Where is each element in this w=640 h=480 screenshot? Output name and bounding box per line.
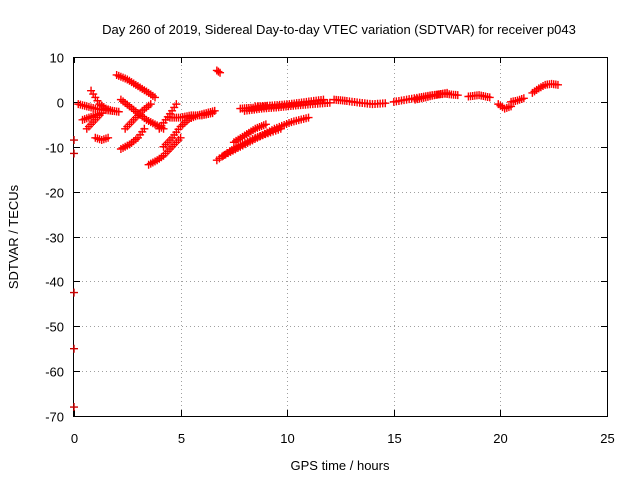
y-tick-label: -40 xyxy=(45,275,64,290)
series-arc-s xyxy=(251,95,328,111)
data-point-marker xyxy=(140,124,149,133)
data-point-marker xyxy=(381,99,390,108)
data-point-marker xyxy=(216,68,225,77)
plot-frame xyxy=(73,57,608,417)
data-point-marker xyxy=(95,111,104,120)
y-tick-labels: 10 0 -10 -20 -30 -40 -50 -60 -70 xyxy=(45,51,64,425)
series-arc-n xyxy=(212,66,225,77)
y-tick-label: -70 xyxy=(45,410,64,425)
series-arc-p xyxy=(219,113,313,160)
data-point-marker xyxy=(325,98,334,107)
x-tick-label: 10 xyxy=(280,431,294,446)
series-arc-t xyxy=(236,102,270,113)
series-arc-d xyxy=(87,86,123,116)
series-arc-y xyxy=(494,100,516,113)
series-arc-g xyxy=(116,124,149,153)
series-arc-q xyxy=(229,120,270,147)
data-point-marker xyxy=(70,136,78,145)
data-point-marker xyxy=(208,109,217,118)
data-point-marker xyxy=(553,80,562,89)
series-arc-u xyxy=(330,95,390,109)
series-arc-f xyxy=(112,70,160,102)
y-tick-label: -20 xyxy=(45,186,64,201)
chart-title: Day 260 of 2019, Sidereal Day-to-day VTE… xyxy=(102,22,576,37)
data-point-marker xyxy=(443,88,452,97)
series-arc-j xyxy=(144,133,185,169)
series-arc-e xyxy=(91,133,113,145)
x-tick-labels: 0 5 10 15 20 25 xyxy=(71,431,615,446)
data-point-marker xyxy=(70,288,78,297)
data-point-marker xyxy=(485,93,494,102)
x-tick-label: 0 xyxy=(71,431,78,446)
y-tick-label: 10 xyxy=(50,51,64,66)
series-arc-z xyxy=(507,94,528,106)
series-left-edge xyxy=(70,136,78,412)
data-point-marker xyxy=(261,120,270,129)
data-point-marker xyxy=(319,95,328,104)
data-point-marker xyxy=(453,91,462,100)
data-point-marker xyxy=(114,107,123,116)
x-tick-label: 15 xyxy=(387,431,401,446)
y-tick-label: -60 xyxy=(45,365,64,380)
series-arc-aa xyxy=(528,79,562,97)
y-tick-label: -50 xyxy=(45,320,64,335)
y-tick-label: 0 xyxy=(57,96,64,111)
data-point-marker xyxy=(519,94,528,103)
y-axis-label: SDTVAR / TECUs xyxy=(6,184,21,289)
data-point-marker xyxy=(104,133,113,142)
data-point-marker xyxy=(304,113,313,122)
data-point-marker xyxy=(146,100,155,109)
data-point-marker xyxy=(214,67,223,76)
data-point-marker xyxy=(151,93,160,102)
data-point-marker xyxy=(70,149,78,158)
x-tick-label: 25 xyxy=(600,431,614,446)
x-tick-label: 5 xyxy=(178,431,185,446)
data-point-marker xyxy=(176,133,185,142)
data-points xyxy=(70,66,562,412)
data-point-marker xyxy=(261,102,270,111)
series-arc-x xyxy=(464,91,494,102)
axis-ticks xyxy=(74,57,608,417)
gridlines xyxy=(74,57,607,416)
x-axis-label: GPS time / hours xyxy=(291,458,390,473)
series-arc-m xyxy=(165,109,217,122)
x-tick-label: 20 xyxy=(493,431,507,446)
data-point-marker xyxy=(172,100,181,109)
data-point-marker xyxy=(70,344,78,353)
series-arc-w xyxy=(411,88,452,104)
y-tick-label: -30 xyxy=(45,231,64,246)
series-arc-c xyxy=(82,111,104,133)
data-point-marker xyxy=(70,403,78,412)
y-tick-label: -10 xyxy=(45,141,64,156)
series-arc-k xyxy=(155,100,181,133)
